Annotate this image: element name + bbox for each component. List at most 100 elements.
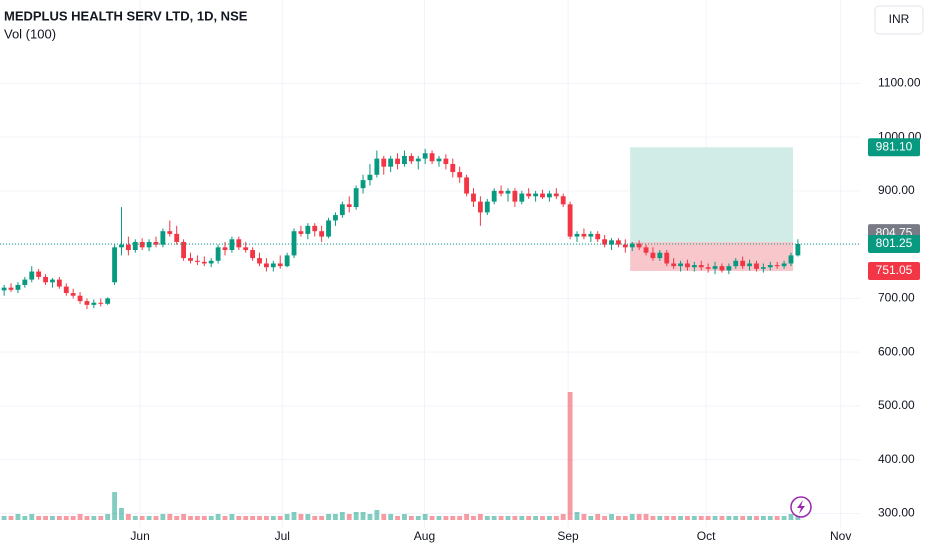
volume-bar [664,516,670,520]
volume-bar [208,516,214,520]
candle-body [167,231,173,234]
currency[interactable]: INR [889,12,910,26]
loss-zone [630,242,794,271]
volume-bar [491,516,497,520]
volume-bar [705,516,711,520]
volume-bar [194,516,200,520]
candle-body [650,252,656,259]
volume-bar [229,514,235,520]
candle-body [795,243,801,256]
target-label-box [868,138,920,157]
candle-body [105,298,111,304]
candle-body [526,193,532,197]
volume-bar [657,516,663,520]
volume-bar [402,514,407,520]
candle-body [333,215,338,221]
volume-bar [105,514,111,520]
candle-body [712,266,718,269]
candle-body [264,263,269,268]
candle-body [581,233,587,237]
candle-body [326,220,331,237]
candle-body [119,244,124,248]
candle-body [346,204,352,208]
volume-bar [788,514,794,520]
candle-body [353,188,359,208]
candle-body [574,233,580,237]
candle-body [685,263,690,268]
volume-bar [284,514,290,520]
candle-body [36,271,42,277]
candle-body [98,302,104,304]
candle-body [319,231,325,237]
candle-body [533,193,539,197]
candle-body [8,287,14,290]
candle-body [15,284,21,290]
x-tick-label: Jun [130,529,149,543]
volume-bar [698,516,704,520]
candle-body [754,263,759,269]
candle-body [50,279,55,283]
candle-body [719,266,725,271]
candle-body [622,244,628,248]
volume-bar [188,516,193,520]
x-tick-label: Oct [697,529,716,543]
candle-body [415,158,421,162]
candle-body [298,231,304,234]
y-tick-label: 600.00 [878,344,915,358]
candle-body [491,190,497,202]
y-tick-label: 1100.00 [878,76,921,90]
stop-label-box [868,261,920,280]
candle-body [422,153,428,159]
candle-body [229,239,235,251]
candle-body [760,267,766,269]
volume-bar [132,516,138,520]
volume-bar [733,516,739,520]
volume-bar [312,516,318,520]
volume-bar [526,516,532,520]
candle-body [388,158,394,167]
x-tick-label: Sep [557,529,579,543]
volume-bar [671,516,677,520]
x-tick-label: Aug [414,529,435,543]
volume-bar [498,516,504,520]
candle-body [519,193,525,202]
candle-body [277,263,283,267]
volume-bar [201,516,207,520]
candle-body [132,241,138,251]
volume-bar [305,514,311,520]
candle-body [429,153,435,162]
candle-body [553,193,559,197]
candle-body [22,279,28,285]
volume-bar [270,516,276,520]
volume-bar [36,516,42,520]
candle-body [339,204,345,216]
volume-bar [581,514,587,520]
alert-icon[interactable] [790,496,812,518]
candle-body [781,263,787,267]
volume-bar [450,516,456,520]
candle-body [374,158,380,175]
volume-bar [374,510,380,520]
candle-body [705,267,711,269]
currency-button[interactable] [874,5,924,35]
target-label: 981.10 [876,139,913,153]
volume-bar [257,516,262,520]
volume-bar [395,516,400,520]
candle-body [443,158,449,164]
volume-bar [139,516,145,520]
volume-bar [119,508,124,520]
profit-zone [630,147,794,243]
candle-body [139,241,145,248]
candle-body [208,260,214,264]
volume-bar [457,516,463,520]
candle-body [726,266,732,271]
volume-bar [236,516,242,520]
volume-bar [747,516,752,520]
y-tick-label: 900.00 [878,183,915,197]
last-price-label-box [868,234,920,253]
volume-bar [512,516,518,520]
candle-body [740,260,746,267]
volume-bar [781,516,787,520]
candle-body [91,302,97,305]
volume-bar [629,514,635,520]
